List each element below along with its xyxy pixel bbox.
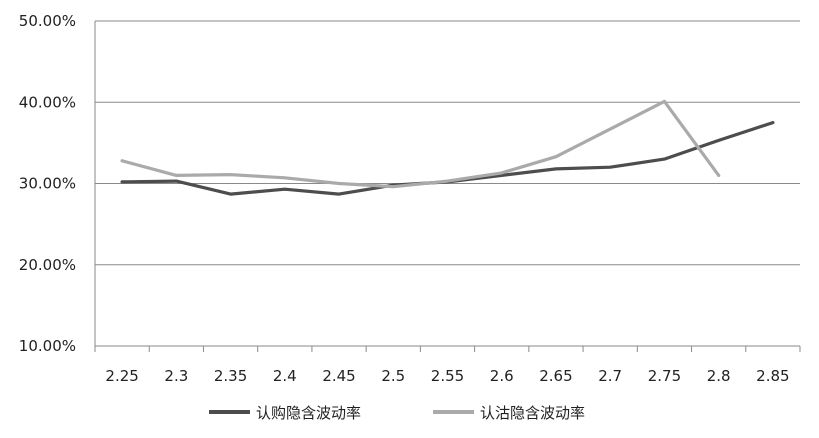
data-point bbox=[608, 127, 612, 131]
y-tick-label: 30.00% bbox=[19, 175, 76, 193]
data-point bbox=[663, 157, 666, 161]
data-point bbox=[717, 139, 721, 142]
series-line-1 bbox=[120, 99, 721, 189]
data-point bbox=[229, 192, 232, 196]
x-tick-label: 2.45 bbox=[322, 367, 355, 385]
data-point bbox=[229, 173, 232, 176]
x-tick-label: 2.75 bbox=[648, 367, 681, 385]
y-tick-label: 10.00% bbox=[19, 337, 76, 355]
data-point bbox=[283, 176, 287, 180]
series-layer bbox=[120, 99, 775, 196]
data-point bbox=[391, 185, 395, 189]
x-tick-label: 2.3 bbox=[164, 367, 188, 385]
legend: 认购隐含波动率 认沽隐含波动率 bbox=[209, 404, 585, 422]
data-point bbox=[174, 173, 178, 177]
data-point bbox=[174, 179, 178, 183]
x-tick-label: 2.6 bbox=[490, 367, 514, 385]
data-point bbox=[120, 159, 124, 163]
data-point bbox=[283, 187, 287, 191]
y-tick-label: 40.00% bbox=[19, 93, 76, 111]
x-tick-label: 2.7 bbox=[598, 367, 622, 385]
data-point bbox=[337, 192, 341, 196]
x-tick-label: 2.65 bbox=[539, 367, 572, 385]
data-point bbox=[446, 179, 449, 183]
x-tick-label: 2.25 bbox=[105, 367, 138, 385]
y-tick-label: 20.00% bbox=[19, 256, 76, 274]
data-point bbox=[554, 155, 558, 159]
data-point bbox=[120, 180, 124, 184]
data-point bbox=[663, 100, 666, 103]
legend-label-call: 认购隐含波动率 bbox=[256, 404, 361, 422]
data-point bbox=[771, 121, 775, 124]
data-point bbox=[500, 173, 504, 177]
x-tick-label: 2.8 bbox=[707, 367, 731, 385]
data-point bbox=[337, 182, 341, 185]
axis-layer: 10.00% 20.00% 30.00% 40.00% 50.00% 2.25 2.3 2.3… bbox=[19, 12, 801, 385]
x-tick-label: 2.55 bbox=[431, 367, 464, 385]
x-tick-label: 2.35 bbox=[214, 367, 247, 385]
data-point bbox=[554, 167, 558, 171]
y-tick-label: 50.00% bbox=[19, 12, 76, 30]
data-point bbox=[608, 165, 612, 169]
x-tick-label: 2.5 bbox=[381, 367, 405, 385]
data-point bbox=[500, 171, 504, 175]
data-point bbox=[717, 173, 721, 177]
legend-label-put: 认沽隐含波动率 bbox=[480, 404, 585, 422]
x-tick-label: 2.85 bbox=[756, 367, 789, 385]
x-tick-label: 2.4 bbox=[273, 367, 297, 385]
